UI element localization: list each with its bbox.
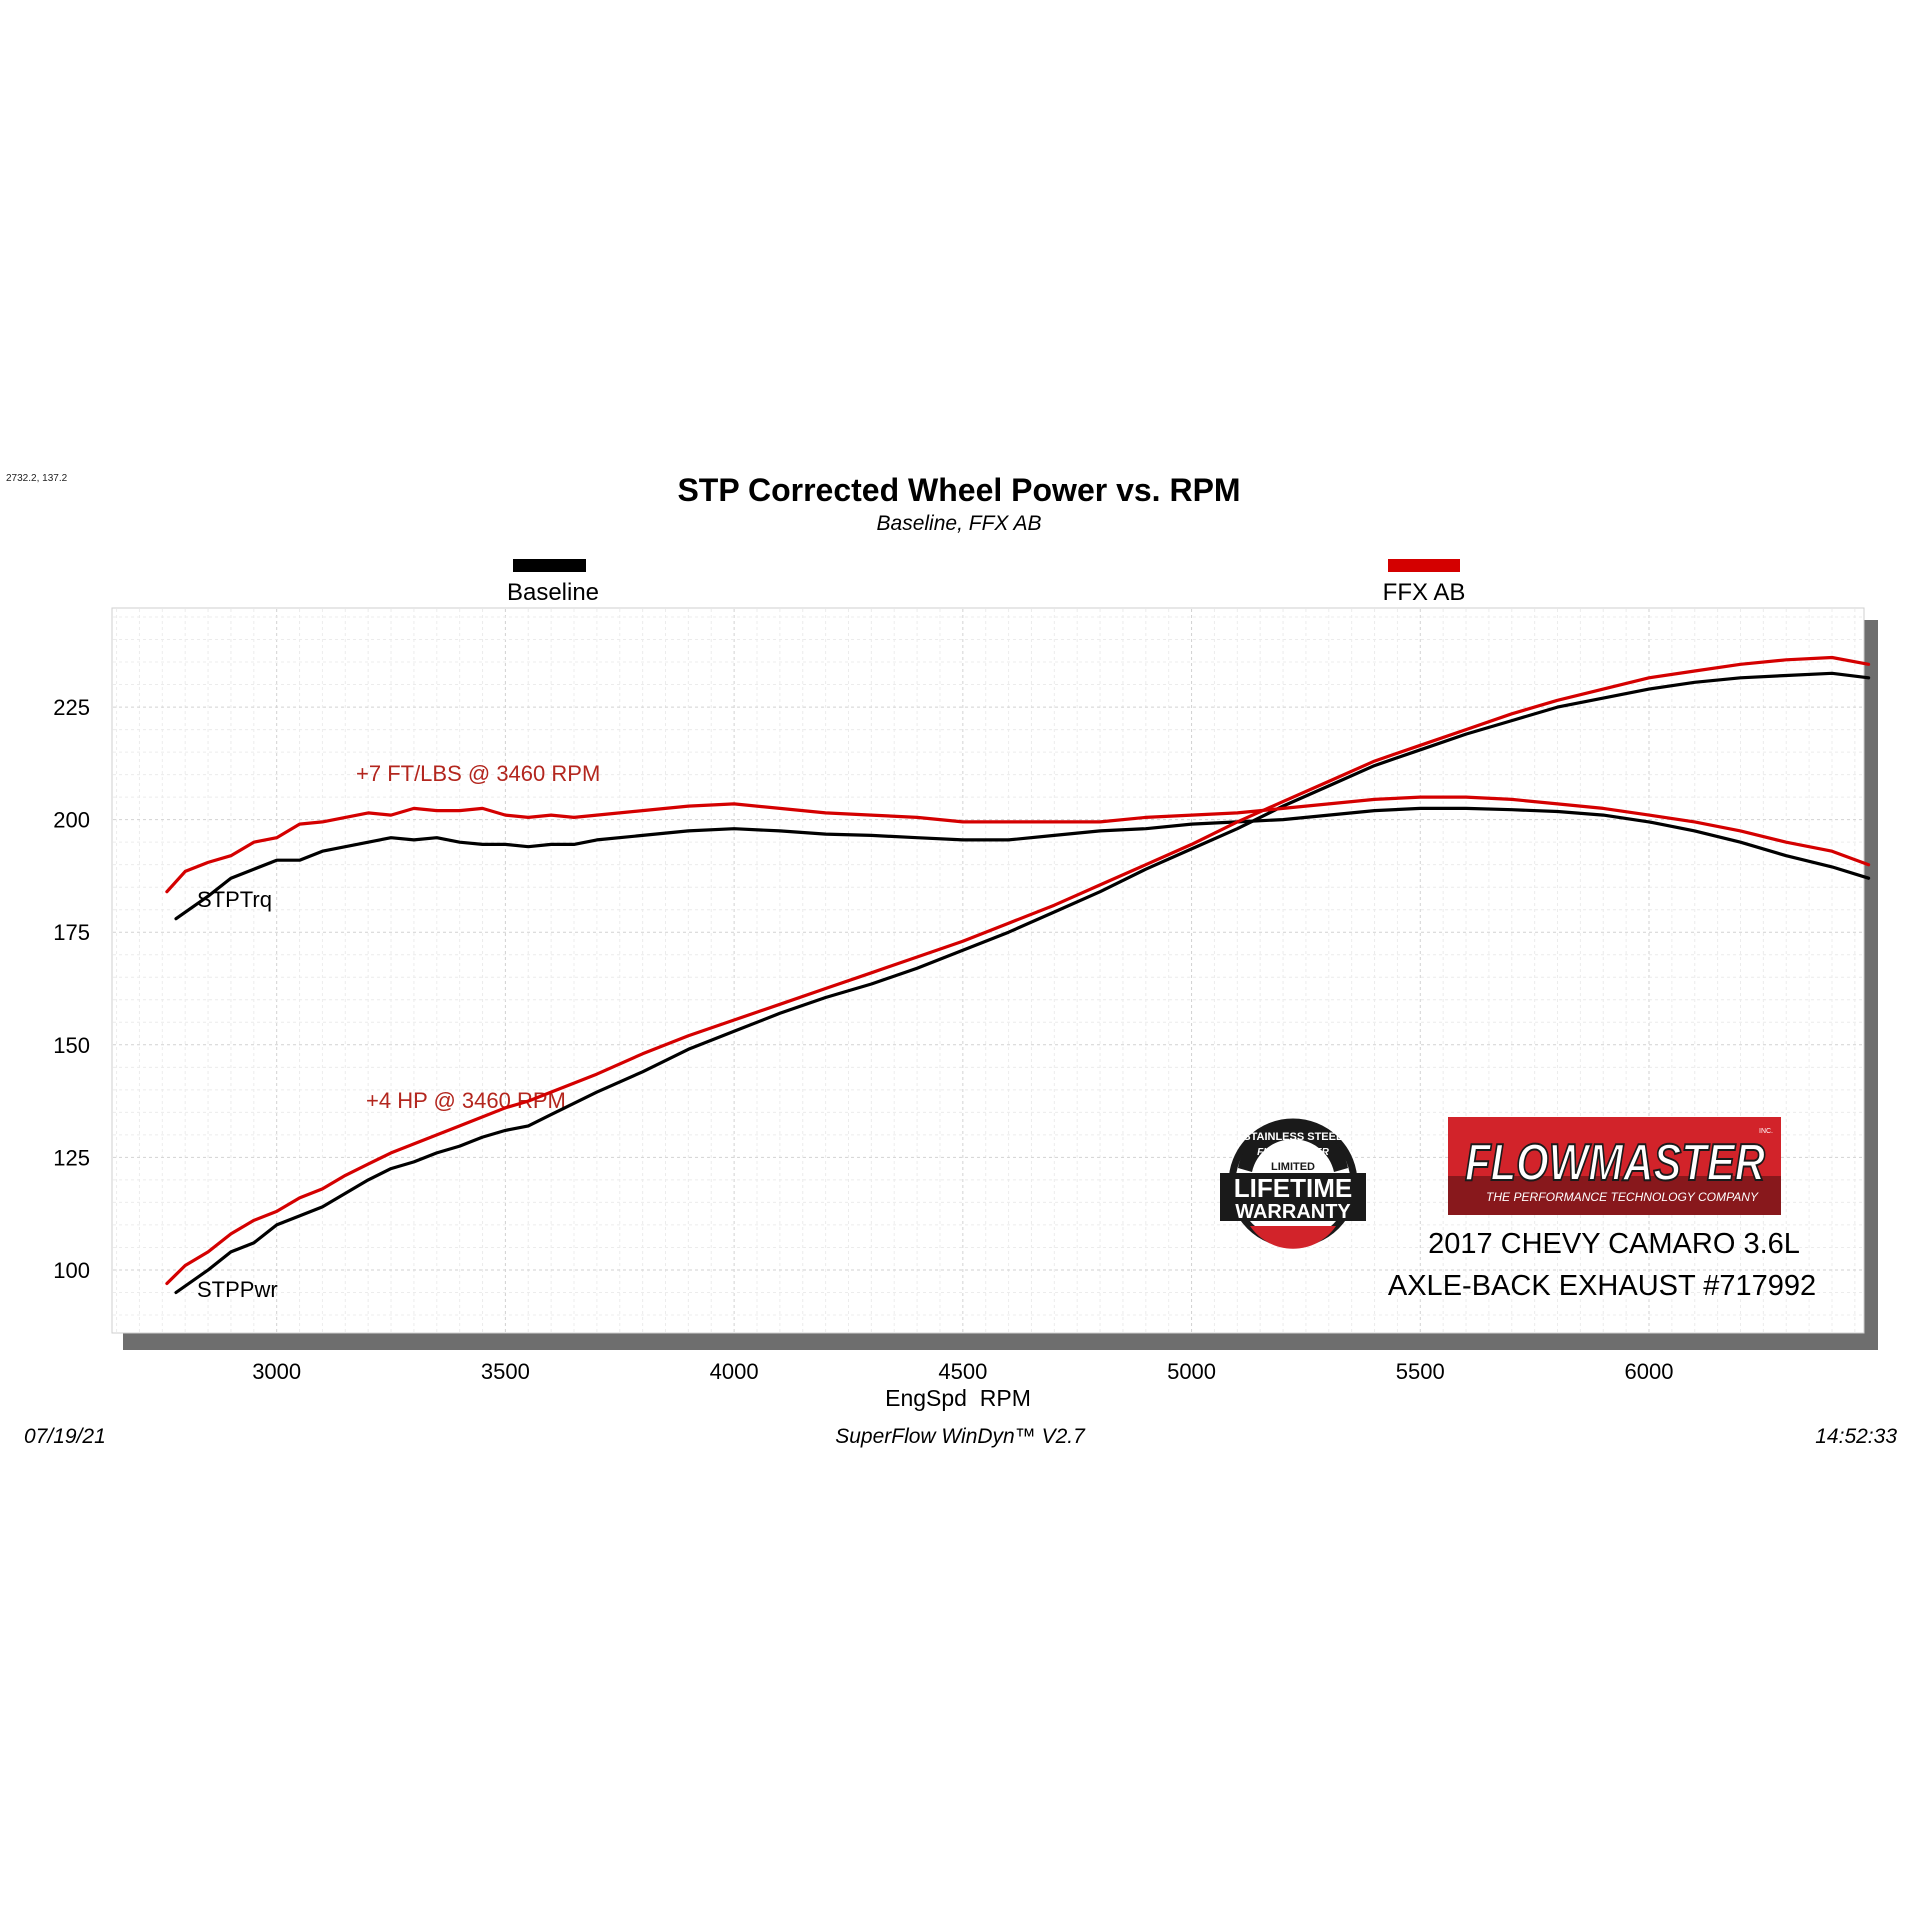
- vehicle-label: 2017 CHEVY CAMARO 3.6L: [1428, 1228, 1800, 1260]
- flowmaster-logo-shade: [1448, 1176, 1781, 1215]
- stppwr-label: STPPwr: [197, 1277, 278, 1302]
- footer-software: SuperFlow WinDyn™ V2.7: [835, 1425, 1086, 1448]
- x-tick-label: 3500: [481, 1359, 530, 1384]
- legend-swatch-ffx: [1388, 559, 1460, 572]
- legend-swatch-baseline: [513, 559, 586, 572]
- y-tick-label: 125: [53, 1145, 90, 1170]
- warranty-badge-lifetime: LIFETIME: [1234, 1173, 1352, 1203]
- footer-date: 07/19/21: [24, 1425, 106, 1448]
- warranty-badge: STAINLESS STEEL FLOWMASTER LIMITED LIFET…: [1220, 1118, 1366, 1249]
- y-tick-label: 200: [53, 808, 90, 833]
- y-tick-label: 225: [53, 695, 90, 720]
- x-tick-label: 5000: [1167, 1359, 1216, 1384]
- x-tick-label: 3000: [252, 1359, 301, 1384]
- warranty-badge-limited: LIMITED: [1271, 1161, 1315, 1173]
- chart-subtitle: Baseline, FFX AB: [877, 512, 1042, 535]
- warranty-badge-warranty: WARRANTY: [1235, 1201, 1351, 1223]
- series-line-baseline-torque: [174, 806, 1871, 921]
- x-tick-label: 4500: [938, 1359, 987, 1384]
- coord-readout: 2732.2, 137.2: [6, 473, 68, 484]
- stptrq-label: STPTrq: [197, 887, 272, 912]
- x-axis-label: EngSpd RPM: [885, 1385, 1031, 1411]
- warranty-badge-top-arc: [1238, 1122, 1348, 1172]
- warranty-badge-bottom-arc: [1250, 1226, 1336, 1249]
- y-tick-label: 150: [53, 1033, 90, 1058]
- x-tick-label: 5500: [1396, 1359, 1445, 1384]
- flowmaster-inc: INC.: [1759, 1128, 1773, 1135]
- y-tick-label: 100: [53, 1258, 90, 1283]
- product-label: AXLE-BACK EXHAUST #717992: [1388, 1270, 1816, 1302]
- flowmaster-logo: FLOWMASTER INC. THE PERFORMANCE TECHNOLO…: [1448, 1117, 1781, 1215]
- x-tick-label: 6000: [1625, 1359, 1674, 1384]
- x-tick-label: 4000: [710, 1359, 759, 1384]
- chart-title: STP Corrected Wheel Power vs. RPM: [677, 472, 1240, 508]
- plot-area: [111, 607, 1865, 1334]
- y-tick-label: 175: [53, 920, 90, 945]
- series-line-ffx-ab-torque: [165, 795, 1871, 894]
- warranty-badge-band: [1220, 1173, 1366, 1221]
- legend-label-ffx: FFX AB: [1383, 579, 1466, 606]
- axes: 100 125 150 175 200 225 3000 3500 4000 4500 5000 55…: [53, 695, 1673, 1384]
- series-lines: [165, 655, 1871, 1295]
- warranty-badge-brand: FLOWMASTER: [1257, 1147, 1329, 1158]
- warranty-badge-stainless: STAINLESS STEEL: [1243, 1131, 1343, 1143]
- hp-gain-annotation: +4 HP @ 3460 RPM: [366, 1088, 566, 1113]
- series-line-baseline-power: [174, 671, 1871, 1295]
- legend-label-baseline: Baseline: [507, 579, 599, 606]
- series-line-ffx-ab-power: [165, 655, 1871, 1286]
- flowmaster-tagline: THE PERFORMANCE TECHNOLOGY COMPANY: [1486, 1190, 1759, 1204]
- flowmaster-wordmark: FLOWMASTER: [1465, 1134, 1765, 1192]
- grid: [113, 609, 1863, 1332]
- torque-gain-annotation: +7 FT/LBS @ 3460 RPM: [356, 761, 600, 786]
- footer-time: 14:52:33: [1815, 1425, 1897, 1448]
